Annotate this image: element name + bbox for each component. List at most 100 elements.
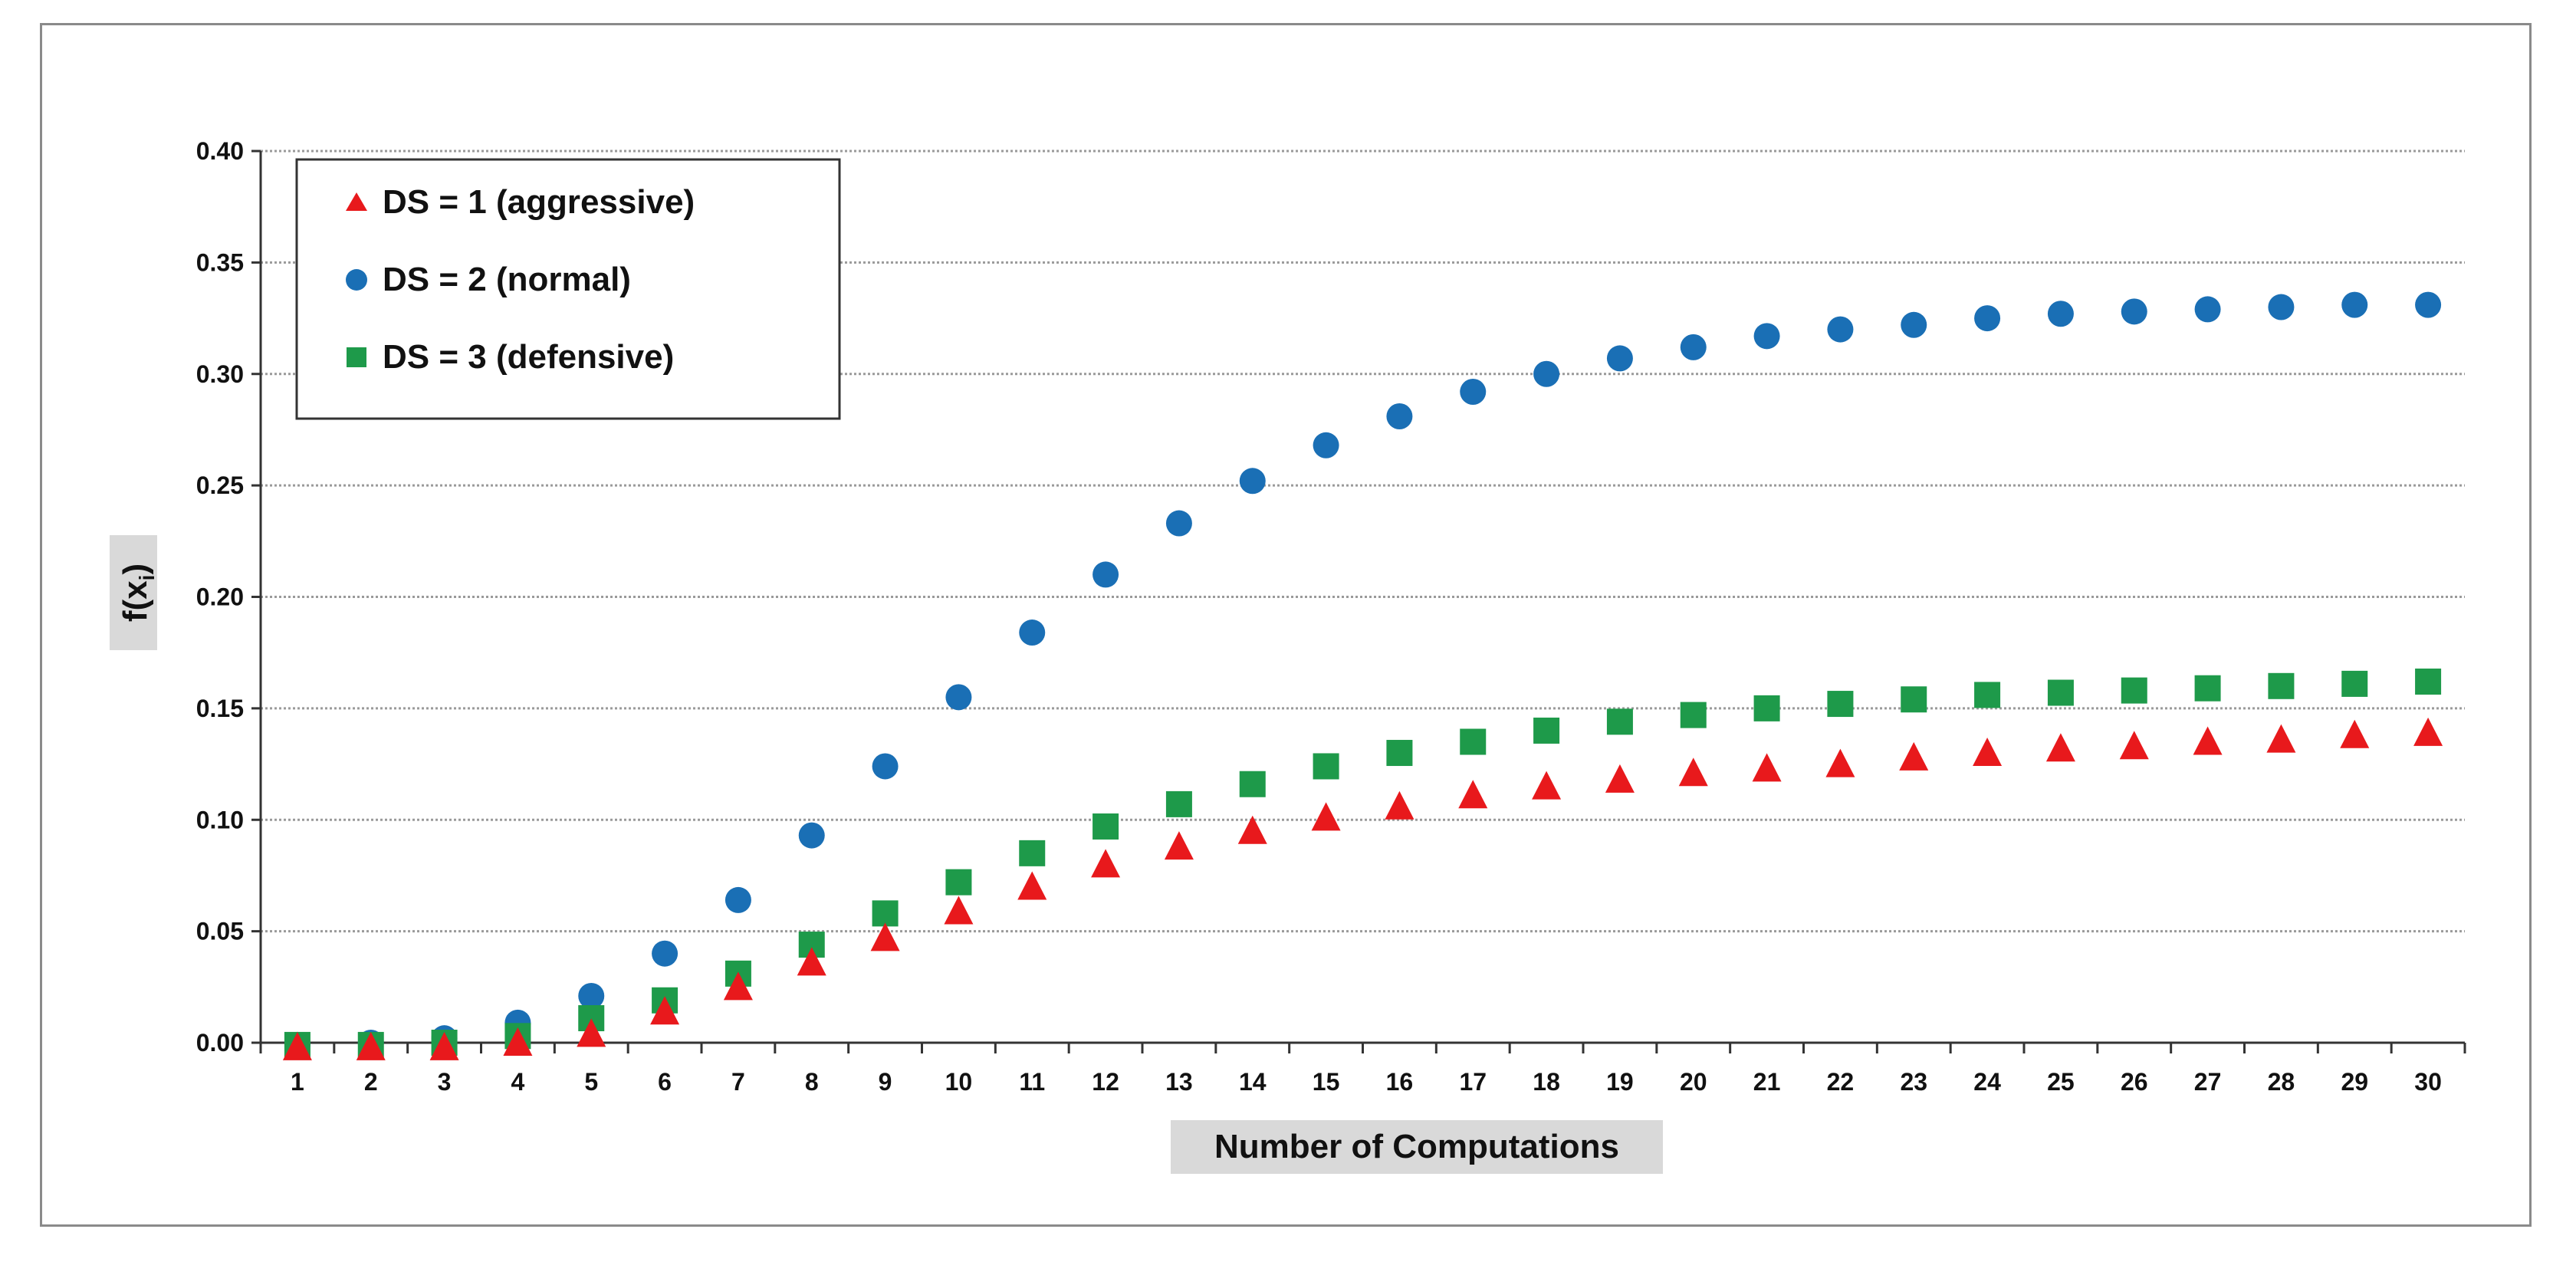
x-tick-label: 20 — [1680, 1068, 1707, 1096]
y-tick-label: 0.20 — [196, 583, 244, 611]
data-point-square — [1092, 813, 1119, 840]
data-point-triangle — [2045, 733, 2075, 762]
data-point-circle — [652, 940, 678, 967]
x-tick-label: 3 — [438, 1068, 452, 1096]
x-tick-label: 27 — [2194, 1068, 2222, 1096]
y-tick-label: 0.30 — [196, 360, 244, 388]
x-tick-label: 5 — [584, 1068, 598, 1096]
data-point-triangle — [1605, 764, 1635, 793]
x-tick-label: 29 — [2341, 1068, 2368, 1096]
data-point-triangle — [1973, 738, 2003, 767]
series-triangle — [282, 717, 2443, 1060]
data-point-square — [1827, 691, 1854, 718]
legend-circle-icon — [346, 269, 367, 291]
data-point-circle — [1533, 360, 1560, 387]
x-tick-label: 8 — [805, 1068, 819, 1096]
legend-item-normal: DS = 2 (normal) — [346, 261, 631, 298]
y-axis-title: f(xi) — [110, 535, 159, 650]
data-point-triangle — [2266, 724, 2296, 753]
data-point-square — [1680, 702, 1707, 728]
data-point-triangle — [1385, 790, 1414, 820]
x-tick-label: 11 — [1019, 1068, 1045, 1096]
x-tick-label: 25 — [2047, 1068, 2075, 1096]
legend-label-normal: DS = 2 (normal) — [383, 261, 631, 298]
data-point-triangle — [1017, 871, 1047, 900]
data-point-triangle — [1678, 758, 1708, 787]
series-square — [284, 668, 2442, 1058]
x-tick-label: 12 — [1092, 1068, 1119, 1096]
x-axis-title: Number of Computations — [1171, 1120, 1663, 1174]
data-point-circle — [1901, 311, 1927, 338]
tick-labels: 0.000.050.100.150.200.250.300.350.401 2 3 4… — [196, 137, 2442, 1096]
data-point-square — [1606, 708, 1633, 735]
data-point-square — [1386, 740, 1413, 767]
y-tick-label: 0.40 — [196, 137, 244, 165]
data-point-square — [1313, 753, 1339, 780]
data-point-circle — [2341, 291, 2368, 318]
data-point-circle — [1460, 379, 1487, 406]
data-point-square — [2121, 677, 2147, 704]
chart-svg: 0.000.050.100.150.200.250.300.350.401 2 3 4… — [110, 137, 2466, 1174]
legend-label-aggressive: DS = 1 (aggressive) — [383, 183, 695, 221]
x-tick-label: 14 — [1239, 1068, 1267, 1096]
data-point-circle — [1974, 305, 2001, 332]
data-point-circle — [1753, 323, 1780, 350]
data-point-triangle — [1752, 753, 1782, 782]
x-tick-label: 4 — [511, 1068, 525, 1096]
data-point-circle — [1606, 345, 1633, 372]
data-point-square — [1165, 790, 1192, 817]
data-point-square — [2268, 672, 2295, 699]
x-tick-label: 28 — [2268, 1068, 2295, 1096]
data-point-triangle — [1091, 849, 1121, 878]
legend: DS = 1 (aggressive) DS = 2 (normal) DS =… — [295, 158, 841, 420]
y-tick-label: 0.00 — [196, 1029, 244, 1057]
x-tick-label: 26 — [2121, 1068, 2148, 1096]
legend-item-defensive: DS = 3 (defensive) — [347, 338, 674, 376]
data-point-circle — [1386, 403, 1413, 429]
data-point-square — [2194, 675, 2221, 702]
data-point-triangle — [356, 1031, 386, 1060]
data-point-circle — [798, 822, 825, 849]
data-point-triangle — [282, 1031, 312, 1060]
y-tick-label: 0.25 — [196, 472, 244, 499]
data-point-circle — [1019, 619, 1046, 646]
data-point-circle — [1165, 510, 1192, 537]
x-tick-label: 22 — [1827, 1068, 1855, 1096]
data-point-circle — [2121, 298, 2147, 325]
data-point-square — [1753, 695, 1780, 721]
x-tick-label: 6 — [658, 1068, 672, 1096]
y-tick-label: 0.35 — [196, 248, 244, 276]
data-point-square — [1533, 717, 1560, 744]
data-point-square — [2415, 668, 2442, 695]
data-point-circle — [2047, 301, 2074, 327]
data-point-triangle — [797, 947, 826, 976]
data-point-square — [2341, 670, 2368, 697]
data-point-triangle — [870, 922, 900, 951]
data-point-circle — [2415, 291, 2442, 318]
data-point-triangle — [1164, 831, 1194, 860]
data-point-square — [1901, 686, 1927, 713]
data-point-square — [1460, 728, 1487, 755]
data-point-circle — [945, 684, 972, 711]
x-tick-label: 21 — [1753, 1068, 1781, 1096]
x-tick-label: 18 — [1533, 1068, 1560, 1096]
data-point-circle — [872, 753, 899, 780]
y-axis-label: f(xi) — [117, 564, 159, 622]
data-point-circle — [578, 982, 605, 1009]
data-point-triangle — [2193, 726, 2223, 755]
data-point-square — [1019, 840, 1046, 866]
legend-square-icon — [347, 347, 366, 367]
data-point-triangle — [944, 896, 974, 925]
series-circle — [284, 291, 2442, 1058]
data-point-circle — [1827, 316, 1854, 343]
x-tick-label: 2 — [364, 1068, 378, 1096]
x-tick-label: 10 — [945, 1068, 973, 1096]
data-point-triangle — [650, 996, 680, 1025]
x-tick-label: 30 — [2414, 1068, 2442, 1096]
x-tick-label: 13 — [1165, 1068, 1193, 1096]
data-point-square — [2047, 679, 2074, 706]
y-tick-label: 0.15 — [196, 695, 244, 722]
data-point-circle — [2194, 296, 2221, 323]
x-tick-label: 9 — [879, 1068, 892, 1096]
data-point-triangle — [1458, 780, 1488, 809]
